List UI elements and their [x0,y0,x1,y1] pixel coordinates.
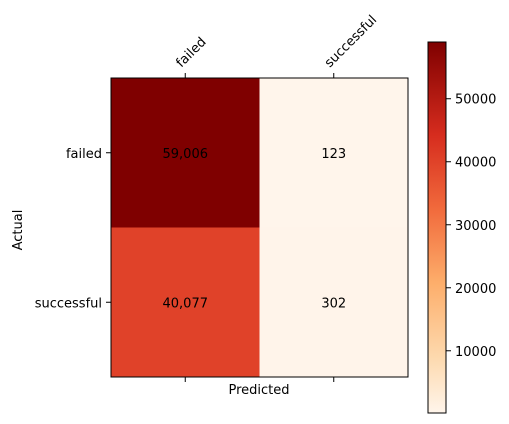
y-axis-label: Actual [11,210,26,251]
colorbar-tick-label-3: 40000 [455,156,496,171]
y-axis-ticks: failed successful [35,147,111,311]
y-tick-label-1: successful [35,296,102,311]
heatmap-cells [111,78,408,377]
x-axis-label: Predicted [228,383,289,398]
y-tick-label-0: failed [66,147,102,162]
x-tick-label-1: successful [322,13,380,71]
colorbar-ticks: 10000 20000 30000 40000 50000 [446,93,496,360]
heatmap-cell-0-0 [111,78,260,228]
x-tick-label-0: failed [173,35,209,71]
colorbar-tick-label-4: 50000 [455,93,496,108]
heatmap-cell-1-1 [259,227,408,377]
heatmap-cell-1-0 [111,227,260,377]
colorbar [427,41,447,414]
cell-label-0-0: 59,006 [163,147,209,162]
cell-label-0-1: 123 [321,147,346,162]
colorbar-tick-label-2: 30000 [455,219,496,234]
cell-label-1-0: 40,077 [163,296,209,311]
cell-label-1-1: 302 [321,296,346,311]
heatmap-cell-0-1 [259,78,408,228]
plot-frame [110,77,409,378]
cell-labels: 59,006 123 40,077 302 [163,147,347,312]
colorbar-tick-label-0: 10000 [455,345,496,360]
colorbar-tick-label-1: 20000 [455,282,496,297]
